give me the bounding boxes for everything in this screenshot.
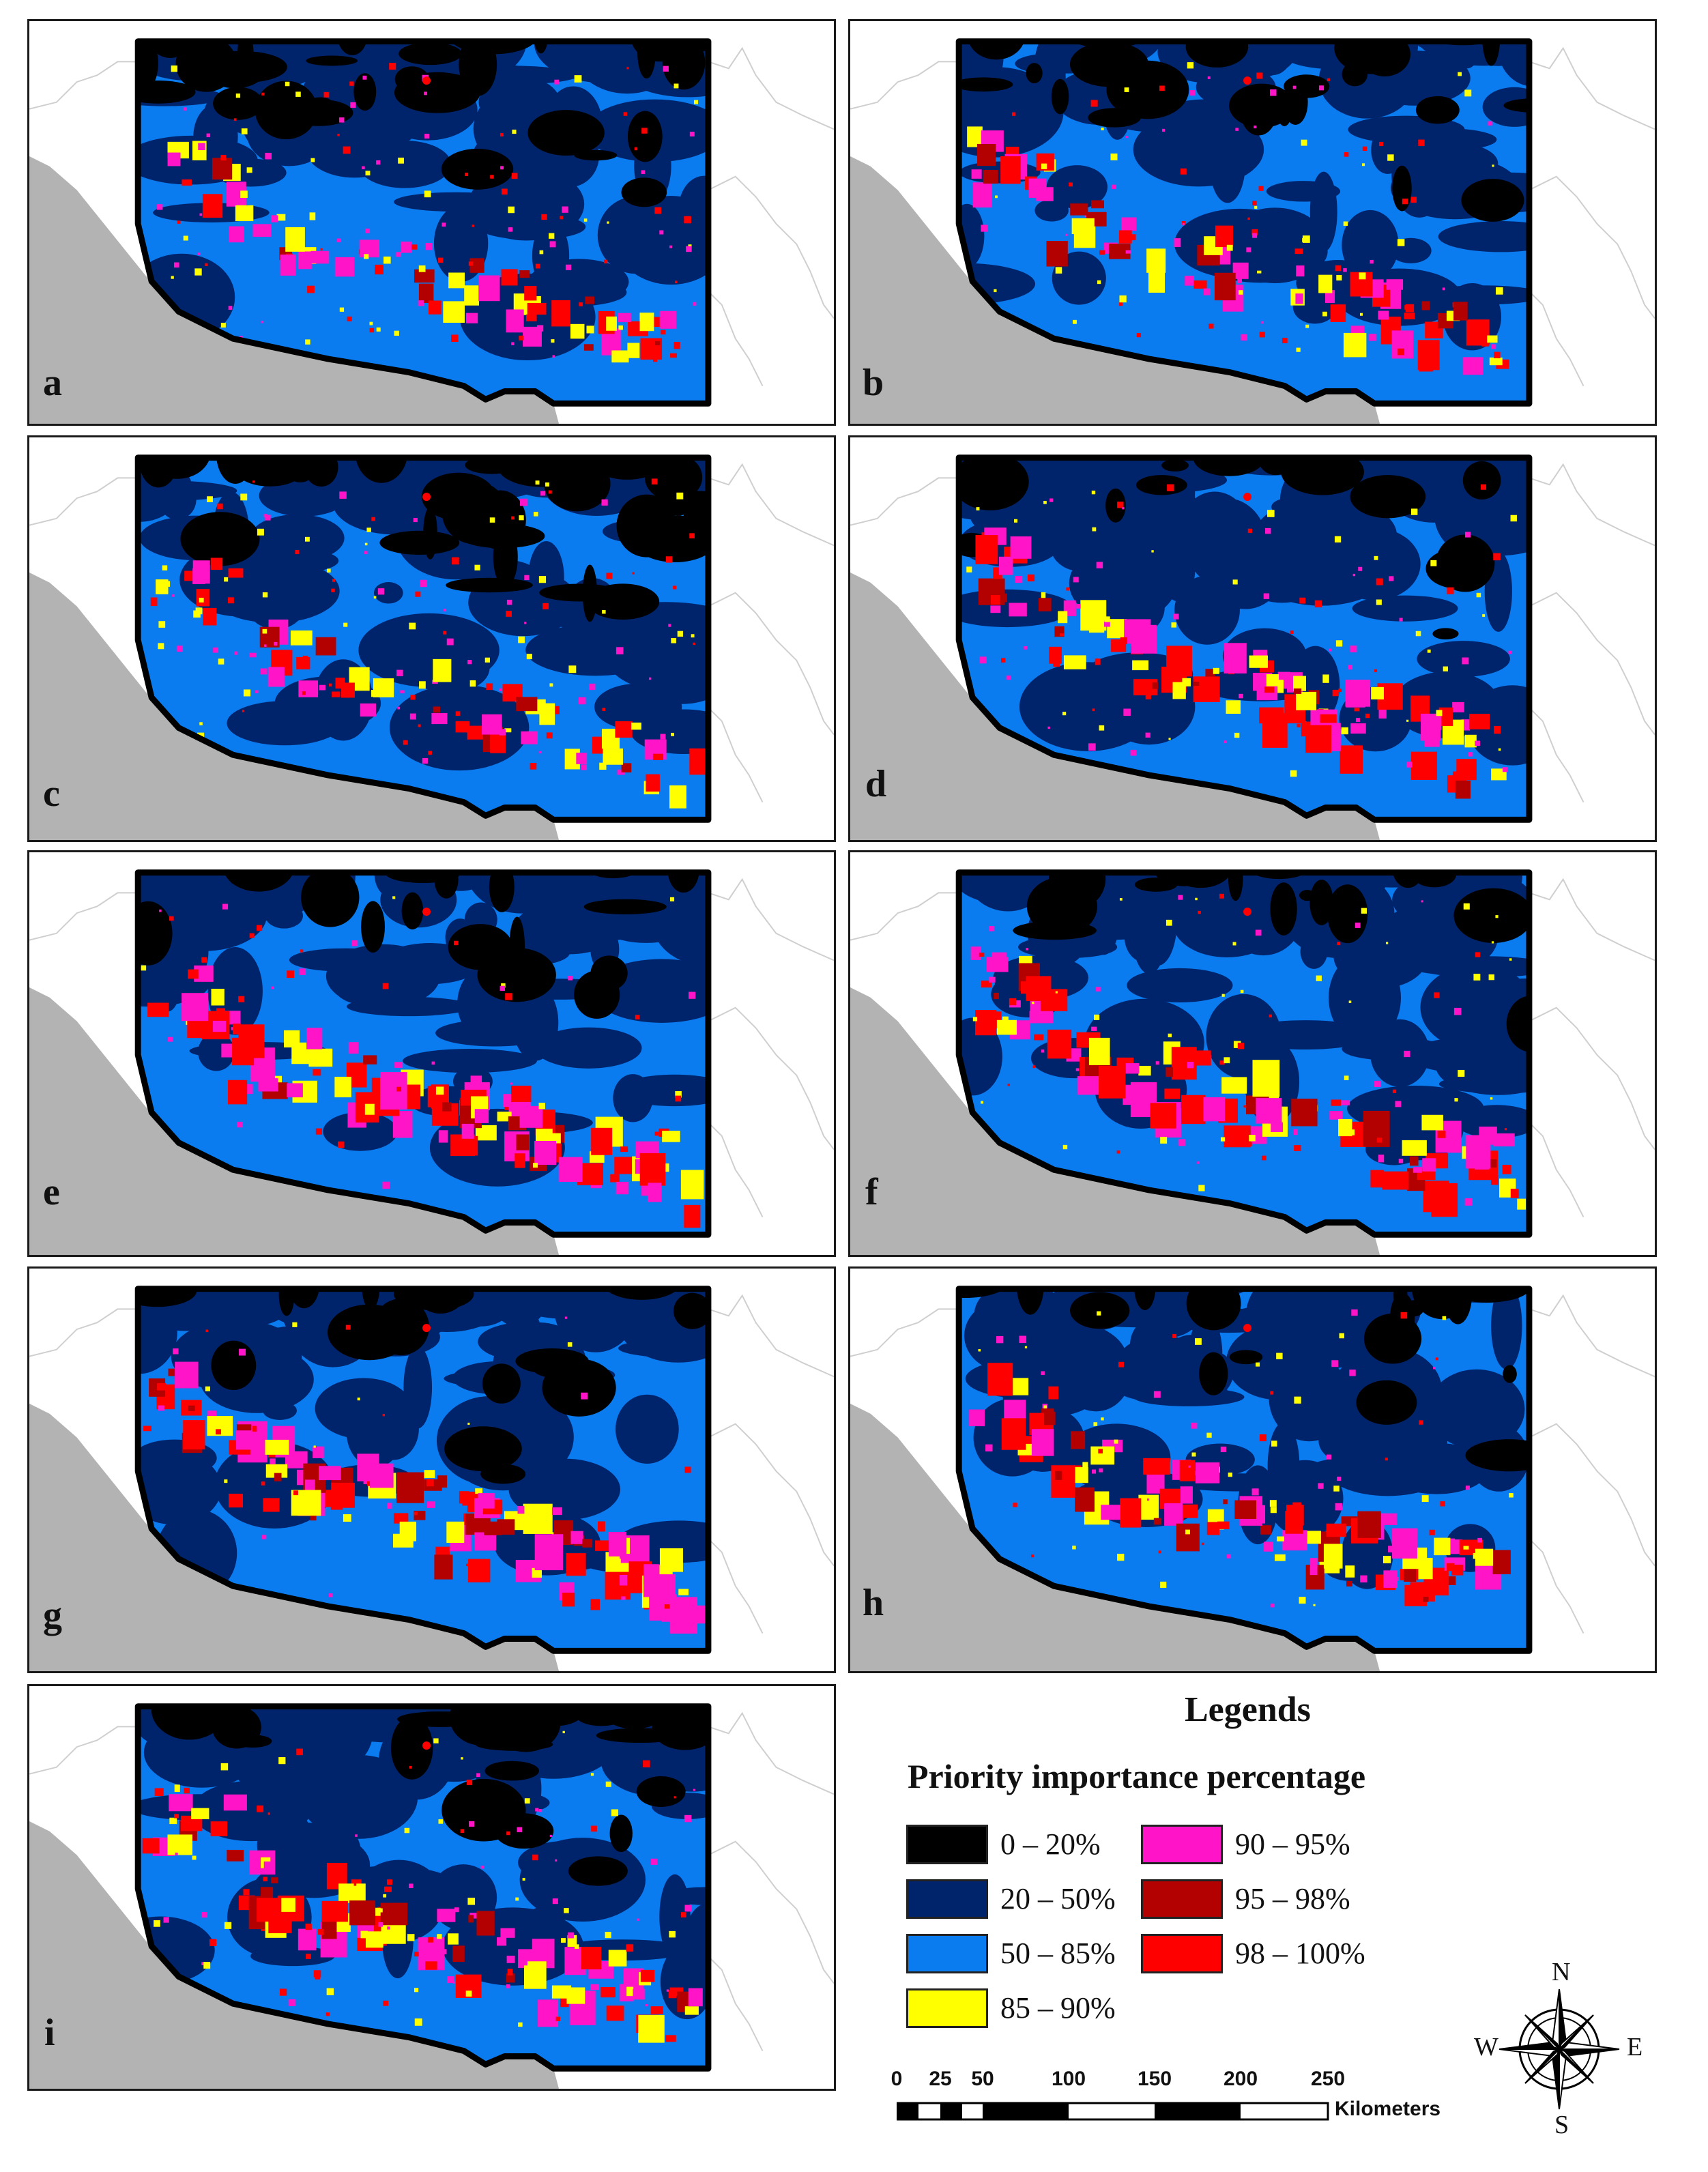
study-area-outline <box>955 869 1533 1238</box>
legend-swatch-90-95 <box>1141 1825 1223 1864</box>
panel-label: g <box>43 1594 62 1636</box>
sea-area <box>29 572 560 840</box>
map-c <box>29 454 834 840</box>
study-area-outline <box>955 38 1533 407</box>
legend-label-90-95: 90 – 95% <box>1235 1827 1350 1861</box>
legend-swatch-85-90 <box>906 1988 988 2028</box>
legend-swatch-98-100 <box>1141 1934 1223 1973</box>
compass-n: N <box>1552 1958 1571 1986</box>
scale-tick-0: 0 <box>891 2068 903 2090</box>
map-panel-c: c <box>27 435 836 842</box>
scale-bar-graphic <box>897 2102 1329 2121</box>
compass-e: E <box>1627 2033 1643 2061</box>
scale-tick-100: 100 <box>1051 2068 1086 2090</box>
panel-label: e <box>43 1171 60 1213</box>
sea-area <box>29 987 560 1255</box>
map-panel-g: g <box>27 1266 836 1673</box>
map-h <box>850 1286 1655 1671</box>
study-area-outline <box>134 1703 712 2072</box>
legend-swatch-0-20 <box>906 1825 988 1864</box>
panel-label: i <box>44 2012 55 2054</box>
study-area-outline <box>134 454 712 823</box>
compass-w: W <box>1474 2033 1499 2061</box>
panel-label: d <box>865 763 887 805</box>
legend-subtitle: Priority importance percentage <box>908 1757 1366 1795</box>
scale-tick-150: 150 <box>1137 2068 1172 2090</box>
map-f <box>850 869 1655 1255</box>
panel-label: h <box>863 1582 884 1624</box>
admin-boundaries <box>850 463 1655 803</box>
sea-area <box>850 987 1380 1255</box>
panel-label: c <box>43 772 60 815</box>
admin-boundaries <box>29 1711 834 2052</box>
map-e <box>29 869 834 1255</box>
legend-label-0-20: 0 – 20% <box>1000 1827 1101 1861</box>
admin-boundaries <box>850 1294 1655 1634</box>
legend-label-98-100: 98 – 100% <box>1235 1937 1365 1970</box>
map-b <box>850 38 1655 424</box>
legend-title: Legends <box>1185 1690 1311 1729</box>
map-panel-e: e <box>27 850 836 1257</box>
study-area-outline <box>134 869 712 1238</box>
study-area-outline <box>955 1286 1533 1654</box>
legend-swatch-95-98 <box>1141 1879 1223 1919</box>
admin-boundaries <box>850 46 1655 387</box>
study-area-outline <box>955 454 1533 823</box>
study-area-outline <box>134 38 712 407</box>
legend-label-95-98: 95 – 98% <box>1235 1882 1350 1915</box>
scale-tick-50: 50 <box>971 2068 994 2090</box>
legend-label-20-50: 20 – 50% <box>1000 1882 1116 1915</box>
map-panel-b: b <box>848 19 1657 426</box>
map-panel-d: d <box>848 435 1657 842</box>
admin-boundaries <box>850 878 1655 1218</box>
legend-swatch-20-50 <box>906 1879 988 1919</box>
panel-label: f <box>865 1171 878 1213</box>
sea-area <box>29 1821 560 2089</box>
legend-label-50-85: 50 – 85% <box>1000 1937 1116 1970</box>
map-i <box>29 1703 834 2089</box>
sea-area <box>850 1403 1380 1671</box>
map-panel-a: a <box>27 19 836 426</box>
priority-raster <box>138 872 708 1235</box>
sea-area <box>29 1403 560 1671</box>
panel-label: a <box>43 362 62 404</box>
admin-boundaries <box>29 46 834 387</box>
map-a <box>29 38 834 424</box>
admin-boundaries <box>29 878 834 1218</box>
map-g <box>29 1286 834 1671</box>
map-panel-i: i <box>27 1684 836 2091</box>
legend-swatch-50-85 <box>906 1934 988 1973</box>
map-d <box>850 454 1655 840</box>
scale-tick-25: 25 <box>929 2068 952 2090</box>
sea-area <box>29 156 560 424</box>
scale-bar: 0 25 50 100 150 200 250 Kilometers <box>887 2068 1474 2163</box>
study-area-outline <box>134 1286 712 1654</box>
legend-label-85-90: 85 – 90% <box>1000 1991 1116 2025</box>
map-panel-h: h <box>848 1266 1657 1673</box>
sea-area <box>850 572 1380 840</box>
scale-unit: Kilometers <box>1335 2098 1441 2120</box>
scale-tick-250: 250 <box>1310 2068 1346 2090</box>
admin-boundaries <box>29 463 834 803</box>
panel-label: b <box>863 362 884 404</box>
north-arrow-icon: N S W E <box>1474 1957 1645 2141</box>
compass-s: S <box>1554 2111 1569 2139</box>
admin-boundaries <box>29 1294 834 1634</box>
priority-raster <box>138 1288 708 1651</box>
priority-raster <box>959 41 1529 404</box>
scale-tick-200: 200 <box>1223 2068 1258 2090</box>
map-panel-f: f <box>848 850 1657 1257</box>
sea-area <box>850 156 1380 424</box>
